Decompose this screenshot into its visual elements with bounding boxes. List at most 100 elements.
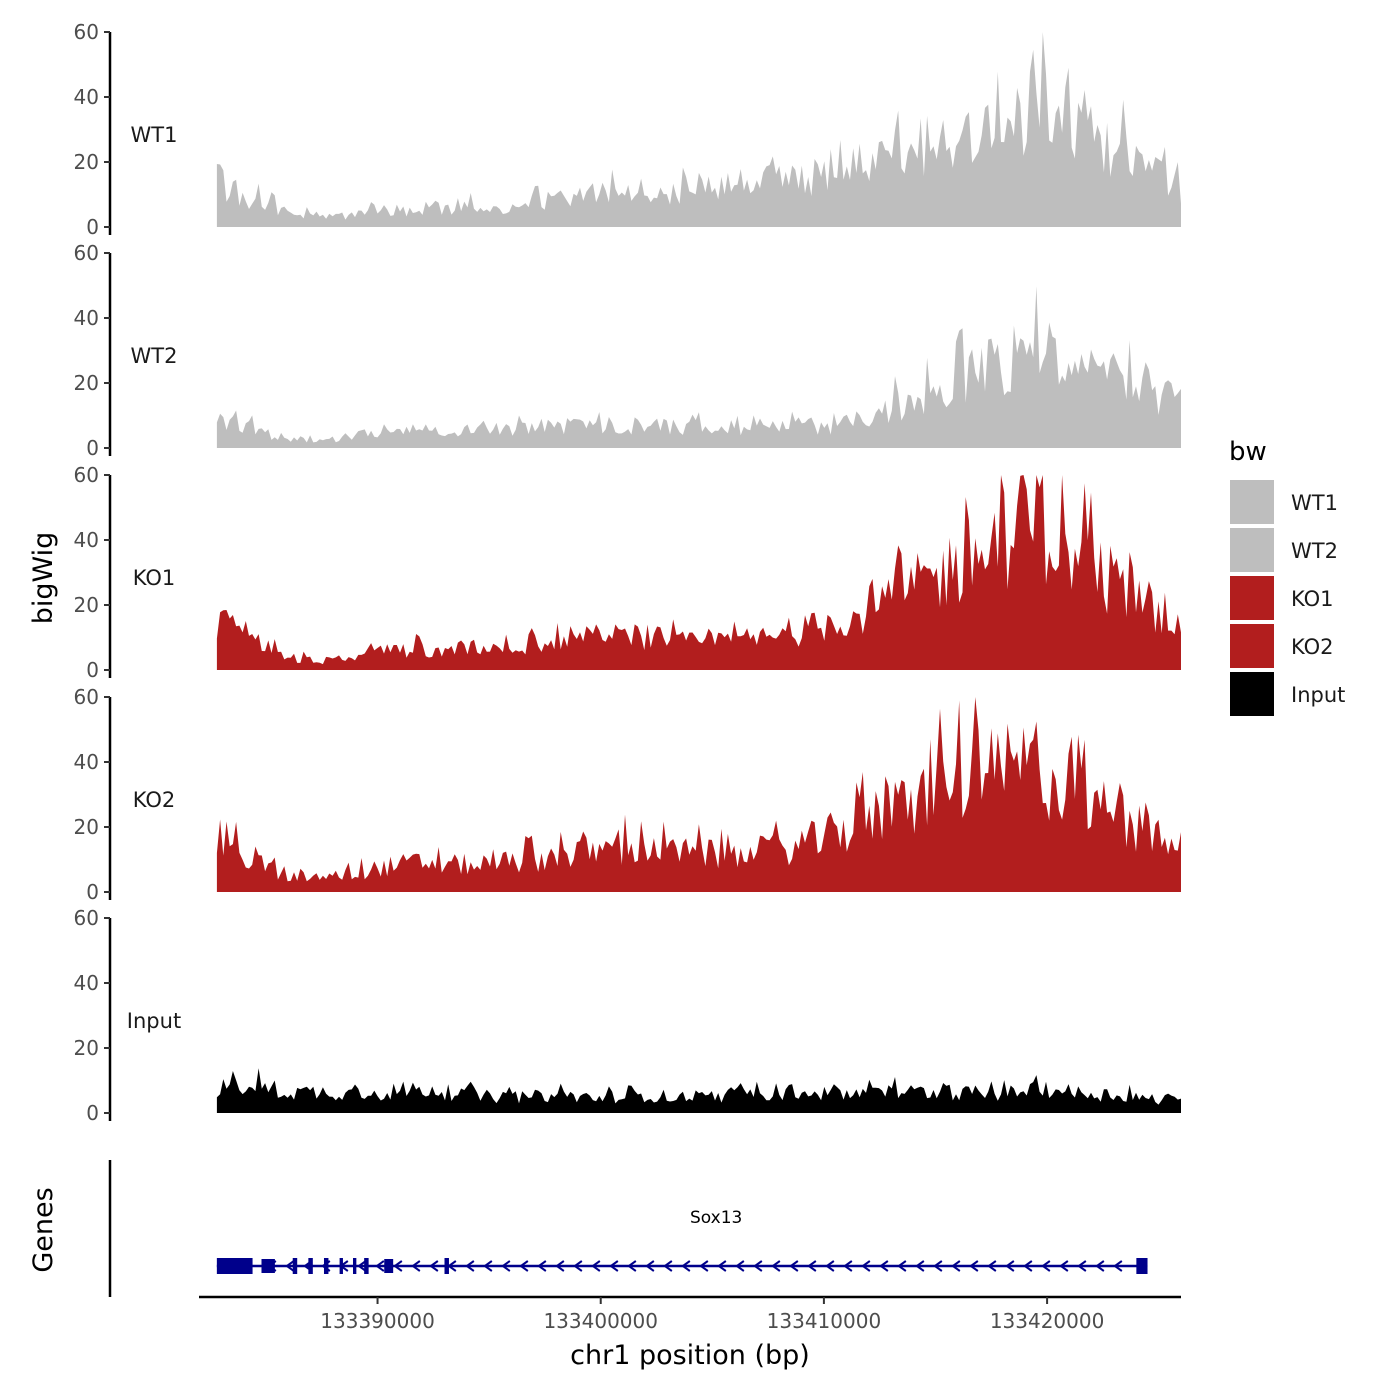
x-tick-label: 133410000 — [767, 1309, 882, 1333]
y-tick-label: 40 — [74, 971, 99, 995]
legend-label-input: Input — [1291, 683, 1345, 707]
tracks-layer: 0 20 40 60 WT1 0 20 40 60 WT2 0 20 40 60 KO1 0 20 40 60 KO2… — [74, 20, 1181, 1125]
signal-area-ko1 — [216, 475, 1181, 670]
strand-arrow — [861, 1260, 871, 1272]
strand-arrow — [375, 1260, 385, 1272]
strand-arrow — [681, 1260, 691, 1272]
gene-exon — [216, 1258, 253, 1274]
gene-exon — [339, 1258, 343, 1274]
strand-arrow — [501, 1260, 511, 1272]
y-tick-label: 0 — [86, 1101, 99, 1125]
y-tick-label: 20 — [74, 815, 99, 839]
y-tick-label: 20 — [74, 371, 99, 395]
signal-area-ko2 — [216, 697, 1181, 892]
y-tick-label: 40 — [74, 306, 99, 330]
strand-arrow — [429, 1260, 439, 1272]
strand-arrow — [735, 1260, 745, 1272]
legend-swatch-ko1 — [1230, 576, 1274, 620]
strand-arrow — [591, 1260, 601, 1272]
strand-arrow — [789, 1260, 799, 1272]
strand-arrow — [1023, 1260, 1033, 1272]
y-tick-label: 40 — [74, 85, 99, 109]
legend-label-wt2: WT2 — [1291, 539, 1338, 563]
y-tick-label: 0 — [86, 215, 99, 239]
strand-arrow — [753, 1260, 763, 1272]
strand-arrow — [411, 1260, 421, 1272]
strand-arrow — [465, 1260, 475, 1272]
y-axis-title: bigWig — [28, 532, 59, 625]
signal-area-wt2 — [216, 286, 1181, 448]
strand-arrow — [645, 1260, 655, 1272]
y-tick-label: 0 — [86, 880, 99, 904]
strand-arrow — [717, 1260, 727, 1272]
gene-exon — [352, 1258, 357, 1274]
y-tick-label: 60 — [74, 906, 99, 930]
x-tick-label: 133390000 — [320, 1309, 435, 1333]
track-label-input: Input — [127, 1009, 181, 1033]
strand-arrow — [1059, 1260, 1069, 1272]
track-label-wt2: WT2 — [131, 344, 178, 368]
track-label-ko1: KO1 — [133, 566, 176, 590]
strand-arrow — [1041, 1260, 1051, 1272]
strand-arrow — [537, 1260, 547, 1272]
track-label-ko2: KO2 — [133, 788, 176, 812]
legend-label-wt1: WT1 — [1291, 491, 1338, 515]
strand-arrow — [1077, 1260, 1087, 1272]
gene-exon — [323, 1258, 329, 1274]
strand-arrow — [771, 1260, 781, 1272]
genes-axis-title: Genes — [28, 1187, 59, 1272]
gene-name-label: Sox13 — [690, 1208, 742, 1228]
gene-exon — [292, 1258, 298, 1274]
gene-exon — [1136, 1258, 1148, 1274]
strand-arrow — [663, 1260, 673, 1272]
legend-swatch-wt2 — [1230, 528, 1274, 572]
y-tick-label: 40 — [74, 528, 99, 552]
x-axis-title: chr1 position (bp) — [570, 1340, 810, 1371]
strand-arrow — [951, 1260, 961, 1272]
gene-exon — [364, 1258, 369, 1274]
strand-arrow — [897, 1260, 907, 1272]
track-ko2: 0 20 40 60 KO2 — [74, 685, 1181, 904]
x-axis: 133390000 133400000 133410000 133420000 — [199, 1295, 1181, 1333]
strand-arrow — [1095, 1260, 1105, 1272]
y-tick-label: 60 — [74, 685, 99, 709]
strand-arrow — [357, 1260, 367, 1272]
strand-arrow — [483, 1260, 493, 1272]
strand-arrow — [393, 1260, 403, 1272]
y-tick-label: 20 — [74, 593, 99, 617]
strand-arrow — [843, 1260, 853, 1272]
strand-arrows — [267, 1260, 1123, 1272]
x-tick-label: 133420000 — [990, 1309, 1105, 1333]
strand-arrow — [825, 1260, 835, 1272]
gene-exon — [384, 1259, 394, 1273]
y-tick-label: 0 — [86, 658, 99, 682]
strand-arrow — [699, 1260, 709, 1272]
y-tick-label: 20 — [74, 150, 99, 174]
strand-arrow — [627, 1260, 637, 1272]
y-tick-label: 60 — [74, 463, 99, 487]
signal-area-wt1 — [216, 32, 1181, 227]
strand-arrow — [807, 1260, 817, 1272]
x-tick-label: 133400000 — [543, 1309, 658, 1333]
signal-area-input — [216, 1068, 1181, 1113]
y-tick-label: 60 — [74, 20, 99, 44]
strand-arrow — [969, 1260, 979, 1272]
y-tick-label: 20 — [74, 1036, 99, 1060]
gene-exon — [308, 1258, 313, 1274]
legend: bw WT1 WT2 KO1 KO2 Input — [1229, 437, 1345, 716]
strand-arrow — [609, 1260, 619, 1272]
strand-arrow — [285, 1260, 295, 1272]
y-tick-label: 40 — [74, 750, 99, 774]
legend-title: bw — [1229, 437, 1267, 467]
gene-panel: Sox13 — [108, 1160, 1148, 1297]
gene-exon — [261, 1259, 275, 1273]
strand-arrow — [1113, 1260, 1123, 1272]
gene-exon — [444, 1258, 449, 1274]
legend-label-ko2: KO2 — [1291, 635, 1334, 659]
track-wt2: 0 20 40 60 WT2 — [74, 241, 1181, 460]
strand-arrow — [555, 1260, 565, 1272]
strand-arrow — [879, 1260, 889, 1272]
strand-arrow — [987, 1260, 997, 1272]
track-input: 0 20 40 60 Input — [74, 906, 1181, 1125]
